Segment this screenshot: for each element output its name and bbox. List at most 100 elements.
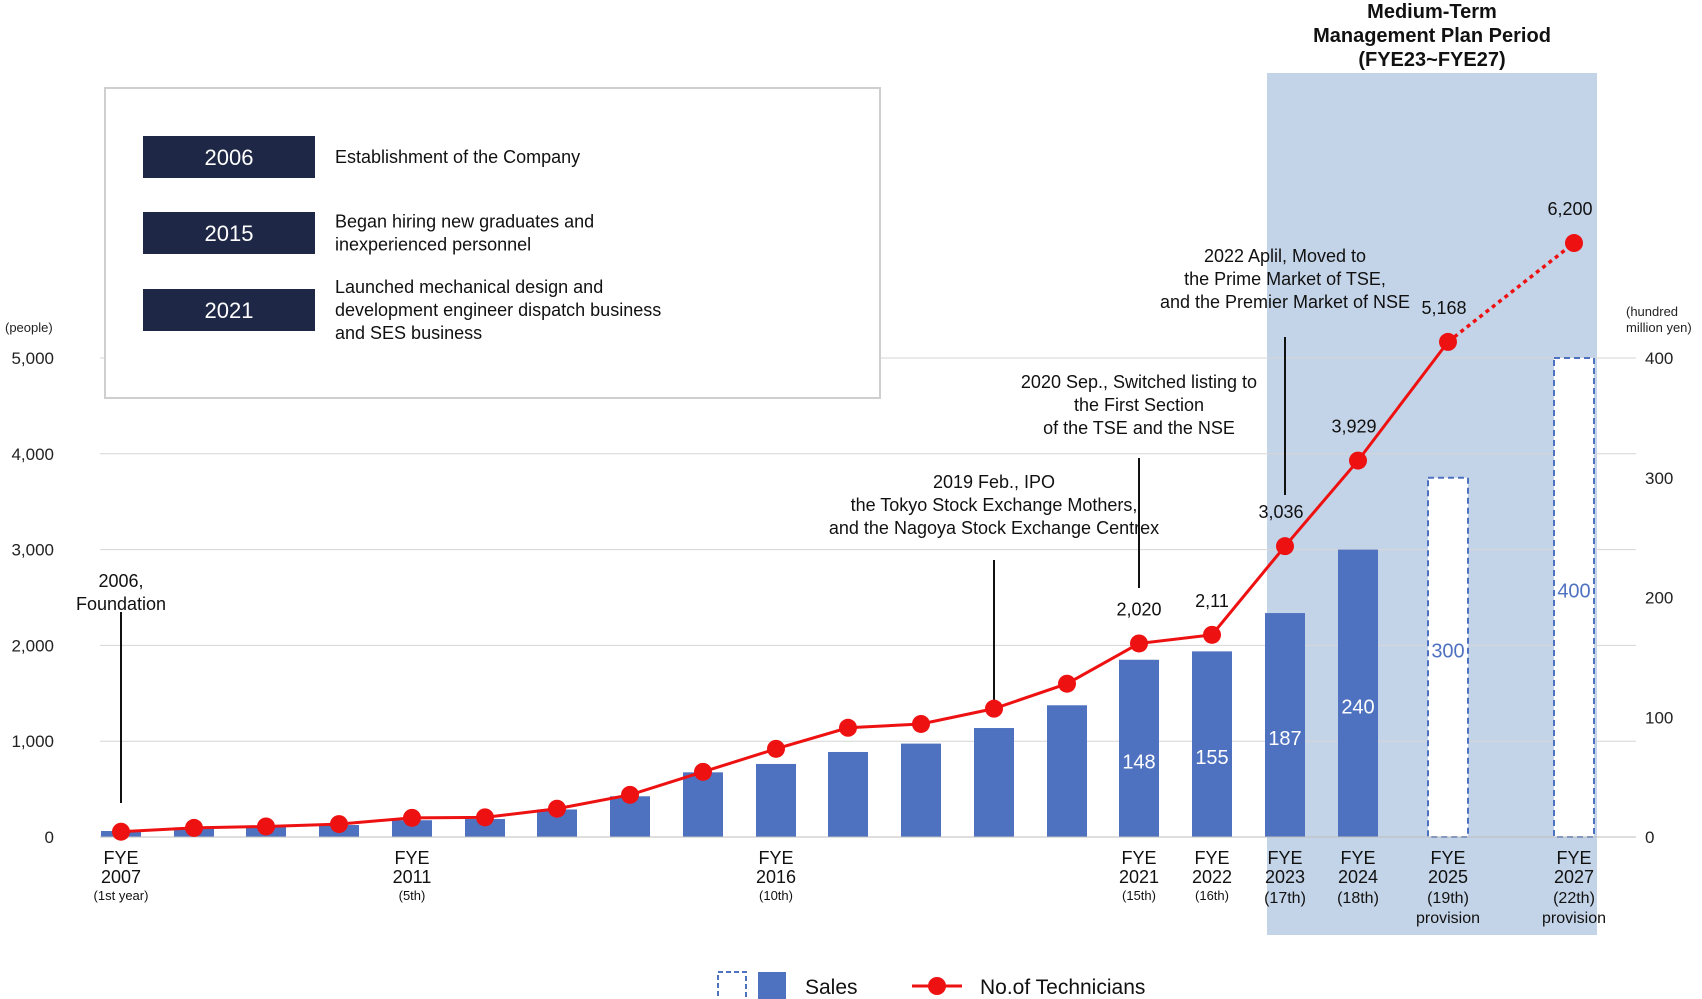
technicians-value-label: 5,168 <box>1421 298 1466 318</box>
sales-bar <box>1047 705 1087 837</box>
x-category-label: FYE <box>1267 848 1302 868</box>
technicians-value-label: 3,929 <box>1331 417 1376 437</box>
x-category-sublabel: (16th) <box>1195 888 1229 903</box>
sales-bar <box>756 763 796 837</box>
left-axis-unit: (people) <box>5 320 53 335</box>
technicians-value-label: 6,200 <box>1547 199 1592 219</box>
milestone-year-badge <box>143 136 315 178</box>
milestone-text: Began hiring new graduates and <box>335 212 594 232</box>
x-category-label: 2023 <box>1265 867 1305 887</box>
milestone-text: Launched mechanical design and <box>335 277 603 297</box>
left-tick-label: 3,000 <box>11 541 54 560</box>
x-category-label: FYE <box>1556 848 1591 868</box>
technicians-point <box>1130 634 1148 653</box>
sales-value-label: 155 <box>1195 747 1228 769</box>
x-category-sublabel: (5th) <box>399 888 426 903</box>
sales-bar <box>901 743 941 837</box>
legend-technicians-marker <box>928 977 946 995</box>
milestone-year-badge <box>143 212 315 254</box>
technicians-value-label: 2,11 <box>1195 591 1229 611</box>
technicians-point <box>1058 674 1076 693</box>
milestone-annotation: the Prime Market of TSE, <box>1184 269 1386 289</box>
left-tick-label: 1,000 <box>11 732 54 751</box>
plan-period-title: Management Plan Period <box>1313 25 1551 47</box>
technicians-point <box>1276 537 1294 556</box>
technicians-value-label: 3,036 <box>1258 502 1303 522</box>
x-category-label: FYE <box>1340 848 1375 868</box>
milestone-annotation: and the Premier Market of NSE <box>1160 292 1410 312</box>
sales-value-label: 148 <box>1122 751 1155 773</box>
technicians-point <box>1203 625 1221 644</box>
x-category-label: 2025 <box>1428 867 1468 887</box>
sales-bar <box>392 820 432 837</box>
left-tick-label: 2,000 <box>11 636 54 655</box>
milestone-annotation: 2006, <box>98 571 143 591</box>
x-category-sublabel: (18th) <box>1337 890 1379 907</box>
technicians-point <box>403 808 421 827</box>
sales-bar <box>465 819 505 837</box>
sales-bar <box>974 728 1014 837</box>
technicians-value-label: 2,020 <box>1116 599 1161 619</box>
milestone-annotation: of the TSE and the NSE <box>1043 418 1235 438</box>
technicians-point <box>330 815 348 834</box>
legend-sales-swatch <box>758 972 786 999</box>
milestone-year: 2021 <box>205 298 254 323</box>
x-category-label: FYE <box>1194 848 1229 868</box>
right-tick-label: 400 <box>1645 349 1673 368</box>
technicians-point <box>1439 332 1457 351</box>
x-category-sublabel: (19th) <box>1427 890 1469 907</box>
sales-value-label: 300 <box>1431 640 1464 662</box>
sales-value-label: 187 <box>1268 728 1301 750</box>
x-category-sublabel: (22th) <box>1553 890 1595 907</box>
milestone-text: Establishment of the Company <box>335 147 580 167</box>
x-category-label: 2016 <box>756 867 796 887</box>
technicians-point <box>1565 234 1583 253</box>
technicians-point <box>548 799 566 818</box>
sales-bar <box>683 772 723 837</box>
technicians-point <box>839 718 857 737</box>
legend-sales-provision-swatch <box>717 971 747 999</box>
sales-bar <box>1427 476 1469 838</box>
x-category-sublabel: provision <box>1542 910 1606 927</box>
left-tick-label: 4,000 <box>11 445 54 464</box>
left-tick-label: 0 <box>45 828 54 847</box>
technicians-point <box>257 817 275 836</box>
x-category-label: FYE <box>1430 848 1465 868</box>
technicians-line <box>120 340 1450 834</box>
x-category-label: FYE <box>103 848 138 868</box>
milestone-annotation: 2020 Sep., Switched listing to <box>1021 372 1257 392</box>
technicians-point <box>767 739 785 758</box>
milestone-text: and SES business <box>335 323 482 343</box>
technicians-point <box>1349 451 1367 470</box>
legend-sales-label: Sales <box>805 976 858 999</box>
sales-bar <box>1119 659 1159 837</box>
x-category-sublabel: (15th) <box>1122 888 1156 903</box>
right-tick-label: 0 <box>1645 828 1654 847</box>
x-category-label: 2011 <box>393 867 432 887</box>
x-category-sublabel: (10th) <box>759 888 793 903</box>
technicians-line-projection <box>1446 241 1576 344</box>
milestone-annotation: 2019 Feb., IPO <box>933 472 1055 492</box>
milestone-annotation: the Tokyo Stock Exchange Mothers, <box>851 495 1138 515</box>
x-category-label: 2027 <box>1554 867 1594 887</box>
technicians-point <box>694 762 712 781</box>
milestone-annotation: Foundation <box>76 594 166 614</box>
x-category-label: FYE <box>758 848 793 868</box>
sales-bar <box>1192 651 1232 837</box>
milestone-year: 2015 <box>205 221 254 246</box>
plan-period-title: Medium-Term <box>1367 1 1497 23</box>
technicians-point <box>985 699 1003 718</box>
milestone-year: 2006 <box>205 145 254 170</box>
technicians-point <box>476 808 494 827</box>
x-category-label: 2007 <box>101 867 141 887</box>
sales-value-label: 400 <box>1557 581 1590 603</box>
x-category-label: FYE <box>1121 848 1156 868</box>
x-category-sublabel: provision <box>1416 910 1480 927</box>
sales-bar <box>1338 549 1378 837</box>
milestone-annotation: the First Section <box>1074 395 1204 415</box>
milestone-annotation: 2022 Aplil, Moved to <box>1204 246 1366 266</box>
right-axis-unit: million yen) <box>1626 320 1692 335</box>
sales-bar <box>828 751 868 837</box>
sales-bar <box>1265 613 1305 837</box>
